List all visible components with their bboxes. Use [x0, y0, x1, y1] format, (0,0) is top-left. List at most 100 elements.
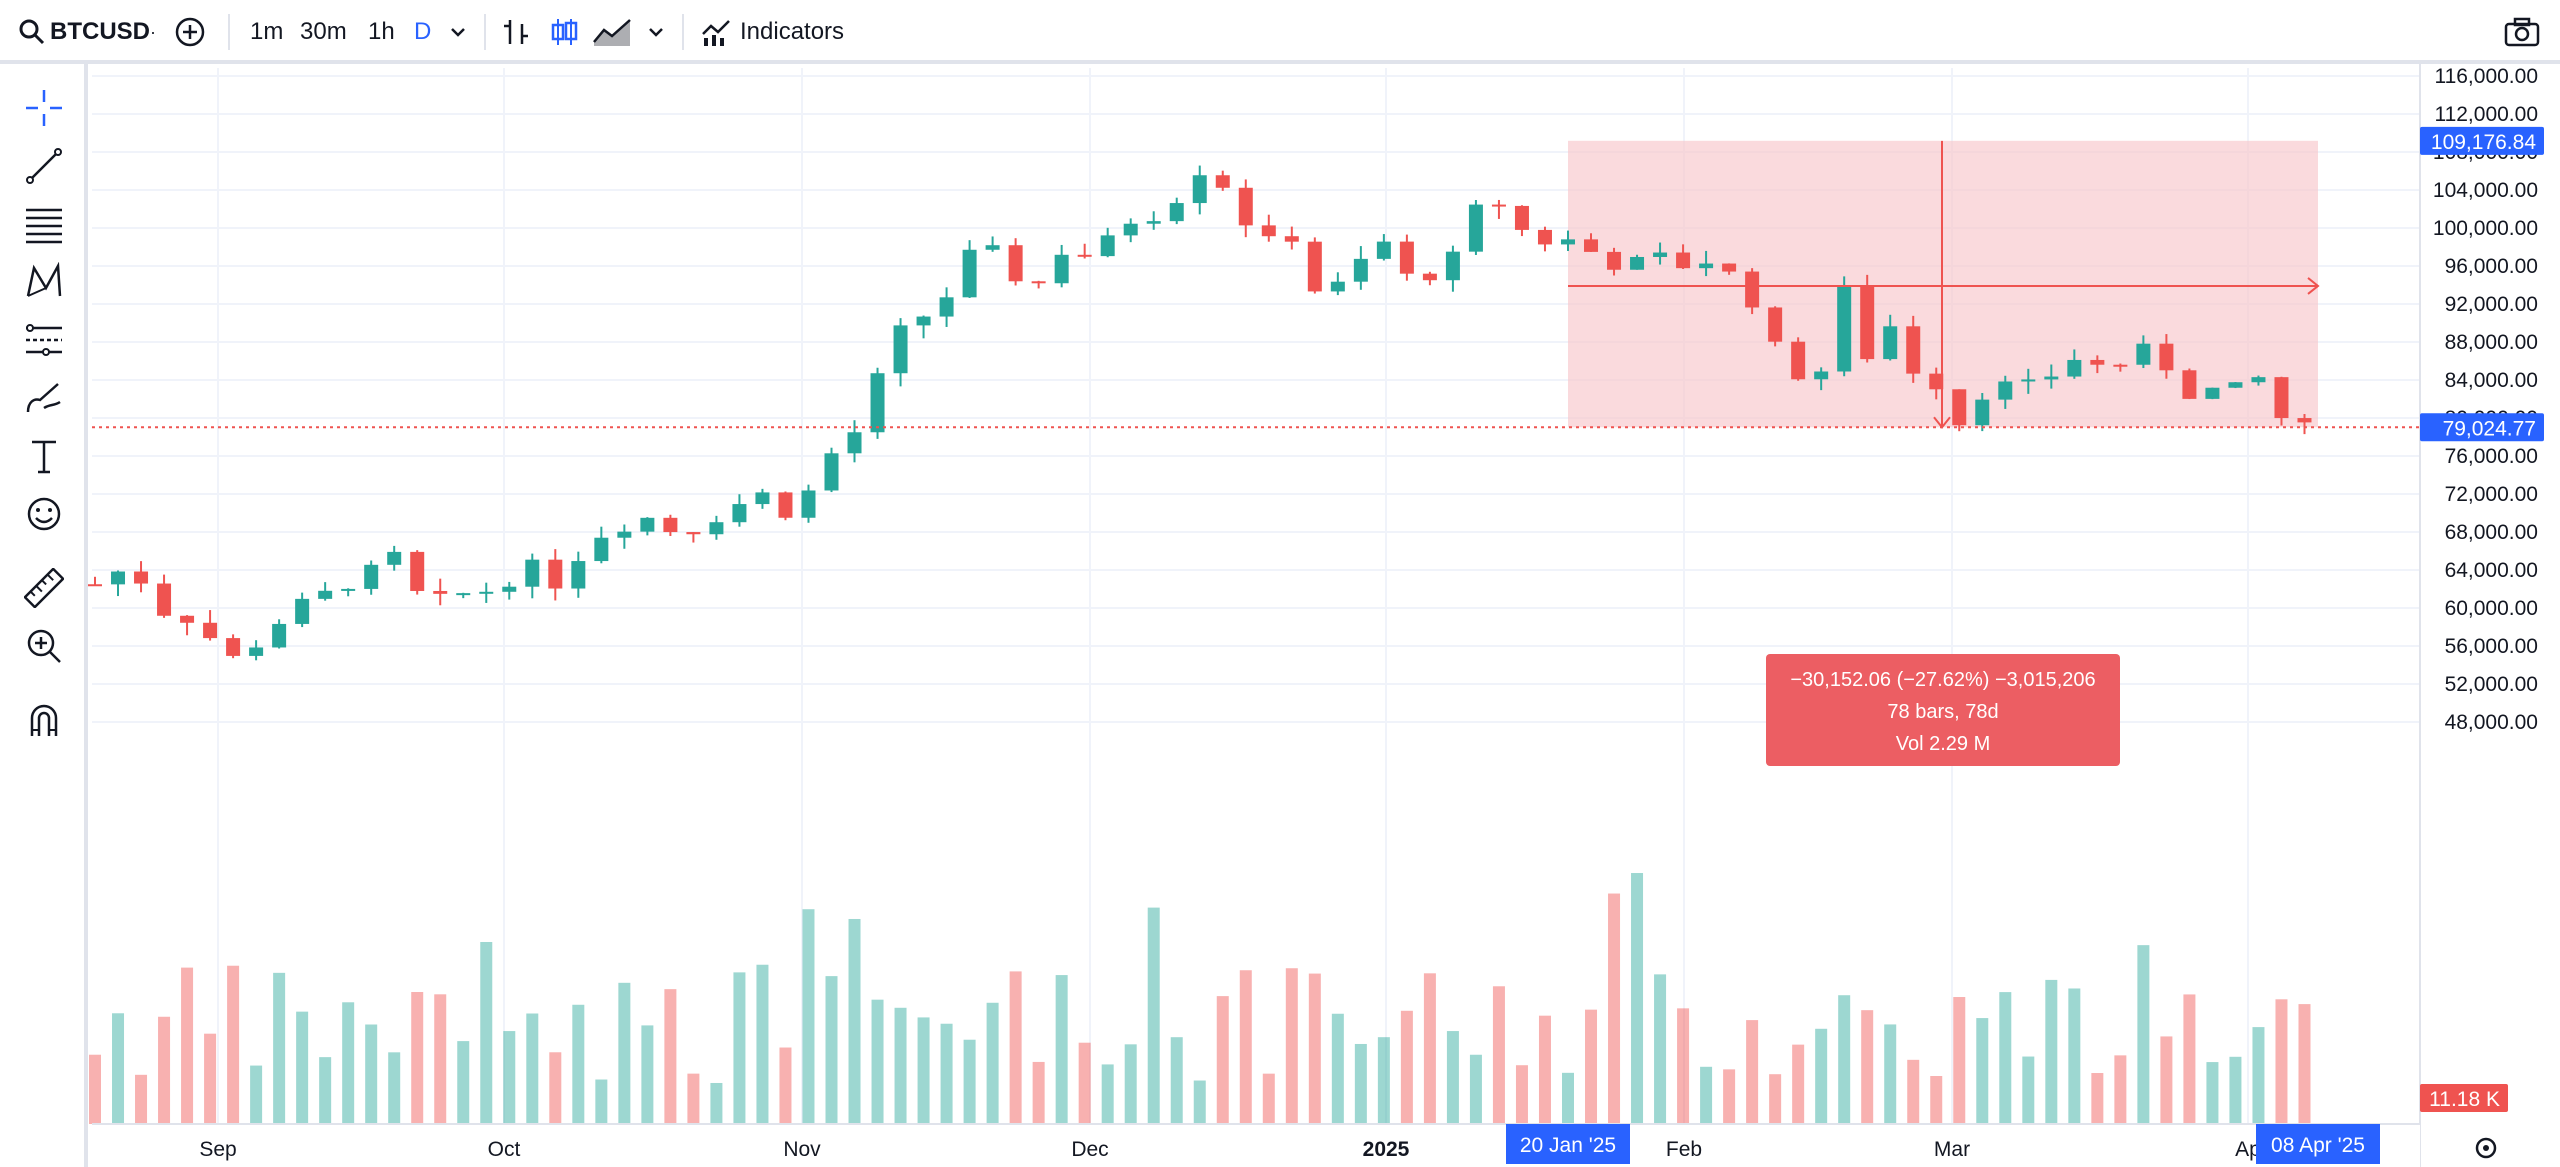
volume-bar: [1999, 992, 2012, 1124]
text-tool[interactable]: [20, 432, 68, 480]
emoji-tool[interactable]: [20, 490, 68, 538]
time-axis[interactable]: Sep Oct Nov Dec 2025 Feb Mar Ap: [92, 1123, 2420, 1167]
current-price-label: 79,024.77: [2443, 417, 2536, 440]
price-axis[interactable]: 116,000.00112,000.00108,000.00104,000.00…: [2419, 64, 2560, 1167]
volume-bar: [1907, 1059, 1920, 1124]
search-icon: [19, 19, 45, 45]
candle-body: [801, 490, 816, 518]
volume-bar: [342, 1002, 355, 1124]
trend-line-tool[interactable]: [20, 142, 68, 190]
volume-bar: [894, 1007, 907, 1124]
candle-body: [456, 593, 471, 596]
symbol-suffix: ·: [150, 21, 156, 42]
candle-body: [479, 591, 494, 594]
interval-1h[interactable]: 1h: [368, 0, 395, 64]
volume-bar: [733, 972, 746, 1124]
candle-body: [824, 453, 839, 491]
fib-retracement-tool[interactable]: [20, 200, 68, 248]
candle-body: [1653, 252, 1668, 257]
candle-body: [1607, 251, 1622, 270]
price-tick-label: 76,000.00: [2445, 445, 2538, 468]
candles-style-button[interactable]: [550, 0, 578, 64]
range-high-price-label-background: [2420, 126, 2544, 155]
volume-bar: [1700, 1066, 1713, 1124]
zoom-in-tool[interactable]: [20, 622, 68, 670]
range-start-date-label: 20 Jan '25: [1520, 1134, 1616, 1157]
candle-body: [1077, 254, 1092, 257]
candle-body: [2297, 418, 2312, 423]
price-tick-label: 104,000.00: [2433, 179, 2538, 202]
candle-body: [1883, 326, 1898, 360]
volume-bar: [1423, 973, 1436, 1124]
range-high-price-label: 109,176.84: [2431, 131, 2536, 154]
volume-bar: [204, 1033, 217, 1124]
volume-bar: [480, 941, 493, 1124]
candle-body: [893, 325, 908, 374]
toolbar-divider: [484, 14, 486, 50]
candle-body: [1975, 399, 1990, 426]
symbol-search[interactable]: BTCUSD ·: [18, 0, 156, 64]
volume-bar: [1377, 1037, 1390, 1124]
interval-1m-label: 1m: [250, 18, 284, 45]
candle-body: [1054, 254, 1069, 284]
volume-bar: [963, 1039, 976, 1124]
candle-body: [2044, 376, 2059, 380]
volume-bar: [848, 918, 861, 1124]
volume-bar: [181, 967, 194, 1124]
magnet-tool[interactable]: [20, 696, 68, 744]
pattern-tool[interactable]: [20, 258, 68, 306]
volume-bar: [687, 1073, 700, 1124]
candle-body: [111, 571, 126, 585]
area-chart-icon: [593, 19, 631, 46]
forecast-tool[interactable]: [20, 316, 68, 364]
ruler-tool[interactable]: [20, 564, 68, 612]
settings-gear-icon[interactable]: [2475, 1137, 2497, 1159]
compare-button[interactable]: [174, 0, 206, 64]
volume-bar: [1861, 1010, 1874, 1124]
volume-bar: [319, 1057, 332, 1124]
volume-bar: [411, 992, 424, 1124]
volume-bar: [1976, 1018, 1989, 1124]
candle-body: [1768, 307, 1783, 342]
time-tick-label: Nov: [783, 1138, 821, 1161]
price-tick-label: 68,000.00: [2445, 521, 2538, 544]
range-end-date-label: 08 Apr '25: [2271, 1134, 2365, 1157]
candle-body: [364, 564, 379, 589]
snapshot-button[interactable]: [2504, 0, 2540, 64]
candle-body: [2113, 364, 2128, 367]
candle-body: [1537, 229, 1552, 245]
interval-dropdown[interactable]: [448, 0, 468, 64]
volume-bar: [1538, 1015, 1551, 1124]
volume-bar: [1101, 1064, 1114, 1124]
interval-d[interactable]: D: [414, 0, 431, 64]
price-tick-label: 100,000.00: [2433, 217, 2538, 240]
volume-bar: [2114, 1055, 2127, 1124]
bar-style-button[interactable]: [502, 0, 530, 64]
interval-1m[interactable]: 1m: [250, 0, 283, 64]
interval-30m[interactable]: 30m: [300, 0, 347, 64]
volume-bar: [664, 989, 677, 1124]
brush-tool[interactable]: [20, 374, 68, 422]
candle-body: [88, 584, 102, 587]
indicators-button[interactable]: Indicators: [700, 0, 844, 64]
candle-body: [617, 531, 632, 538]
volume-bar: [1308, 973, 1321, 1124]
brush-icon: [26, 383, 61, 413]
volume-bar: [1930, 1075, 1943, 1124]
chart-type-dropdown[interactable]: [646, 0, 666, 64]
volume-bar: [2045, 979, 2058, 1124]
candlestick-series: [88, 165, 2312, 661]
candles-icon: [551, 19, 578, 45]
magnet-icon: [30, 704, 58, 736]
candle-body: [1468, 204, 1483, 252]
crosshair-tool[interactable]: [20, 84, 68, 132]
candle-body: [1814, 371, 1829, 380]
candle-body: [2228, 382, 2243, 388]
chevron-down-icon: [649, 28, 663, 37]
candle-body: [1952, 389, 1967, 426]
area-style-button[interactable]: [592, 0, 632, 64]
toolbar-divider: [682, 14, 684, 50]
candle-body: [1514, 205, 1529, 230]
interval-1h-label: 1h: [368, 18, 395, 45]
